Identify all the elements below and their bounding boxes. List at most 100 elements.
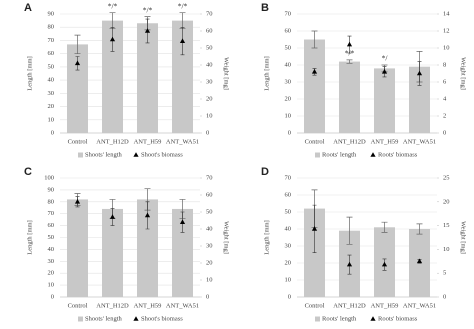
x-tick-label: ANT_WA51 <box>403 138 436 145</box>
y-axis-label: Length [mm] <box>263 220 270 254</box>
x-tick-label: ANT_H59 <box>134 138 162 145</box>
bar <box>172 208 193 297</box>
x-tick-label: Control <box>305 138 325 145</box>
y-tick-label: 50 <box>48 234 55 241</box>
y2-tick-label: 5 <box>443 270 446 277</box>
x-tick-label: ANT_H59 <box>134 302 162 309</box>
y-tick-label: 60 <box>48 50 55 57</box>
y-tick-label: 80 <box>48 24 55 31</box>
y2-tick-label: 50 <box>206 208 213 215</box>
bar <box>374 68 395 133</box>
y-tick-label: 40 <box>48 77 55 84</box>
annotation: */* <box>345 49 355 58</box>
y-tick-label: 30 <box>285 78 292 85</box>
x-tick-label: ANT_H59 <box>371 138 399 145</box>
error-bar <box>381 221 388 233</box>
y-tick-label: 60 <box>285 27 292 34</box>
marker <box>179 38 186 43</box>
legend-swatch <box>315 316 320 322</box>
y2-tick-label: 30 <box>206 78 213 85</box>
y-tick-label: 0 <box>288 129 291 136</box>
marker <box>311 226 318 231</box>
error-bar <box>311 30 318 49</box>
legend-label: Shoot's biomass <box>141 315 183 322</box>
y-tick-label: 10 <box>48 282 55 289</box>
y-tick-label: 30 <box>285 242 292 249</box>
bar <box>339 61 360 133</box>
marker <box>74 60 81 66</box>
y-tick-label: 40 <box>48 246 55 253</box>
panel: B 0 10 20 30 40 50 60 70 0 2 4 6 8 10 12 14 Length [mm] We… <box>261 2 467 159</box>
x-tick-label: Control <box>68 138 88 145</box>
marker <box>346 261 353 267</box>
legend-swatch <box>370 152 376 157</box>
bar <box>102 20 123 133</box>
error-bar <box>416 223 423 235</box>
y2-tick-label: 12 <box>443 27 450 34</box>
panel: A 0 10 20 30 40 50 60 70 80 90 0 10 20 30 40 50 60 70 Lengt… <box>24 1 230 158</box>
y-tick-label: 10 <box>285 276 292 283</box>
y-axis-label: Length [mm] <box>26 220 33 254</box>
y-tick-label: 40 <box>285 61 292 68</box>
y-tick-label: 70 <box>48 210 55 217</box>
y-tick-label: 50 <box>285 44 292 51</box>
marker <box>381 261 388 267</box>
y2-axis-label: Weight [mg] <box>223 57 230 90</box>
y2-tick-label: 14 <box>443 10 450 17</box>
bar <box>137 199 158 297</box>
y-tick-label: 90 <box>48 10 55 17</box>
y2-tick-label: 15 <box>443 222 450 229</box>
y2-tick-label: 0 <box>206 293 209 300</box>
marker <box>346 41 353 47</box>
marker <box>179 219 186 224</box>
error-bar <box>74 34 81 55</box>
y2-tick-label: 30 <box>206 242 213 249</box>
y-tick-label: 0 <box>288 293 291 300</box>
bar <box>304 39 325 133</box>
y2-tick-label: 60 <box>206 27 213 34</box>
y-tick-label: 20 <box>48 270 55 277</box>
panel-label: C <box>24 166 32 178</box>
marker <box>311 69 318 74</box>
annotation: */ <box>382 54 389 63</box>
y2-tick-label: 25 <box>443 174 450 181</box>
y2-tick-label: 20 <box>206 259 213 266</box>
y2-axis-label: Weight [mg] <box>460 221 467 254</box>
legend-swatch <box>133 152 139 157</box>
y2-tick-label: 10 <box>443 246 450 253</box>
error-bar <box>346 216 353 245</box>
y-axis-label: Length [mm] <box>263 56 270 90</box>
legend-swatch <box>315 152 320 158</box>
y-tick-label: 70 <box>285 174 292 181</box>
legend-swatch <box>370 316 376 321</box>
y-tick-label: 50 <box>48 63 55 70</box>
y-tick-label: 90 <box>48 186 55 193</box>
y-tick-label: 40 <box>285 225 292 232</box>
y-tick-label: 70 <box>285 10 292 17</box>
y2-tick-label: 8 <box>443 61 446 68</box>
legend-swatch <box>78 152 83 158</box>
x-tick-label: Control <box>305 302 325 309</box>
bar <box>67 44 88 133</box>
annotation: */* <box>108 1 118 10</box>
legend-label: Shoots' length <box>85 315 122 322</box>
y-tick-label: 20 <box>48 103 55 110</box>
legend-label: Roots' biomass <box>378 151 418 158</box>
y2-tick-label: 0 <box>443 129 446 136</box>
y-axis-label: Length [mm] <box>26 56 33 90</box>
panel-label: D <box>261 166 269 178</box>
panel-label: A <box>24 2 32 14</box>
y-tick-label: 10 <box>48 116 55 123</box>
y-tick-label: 50 <box>285 208 292 215</box>
x-tick-label: ANT_WA51 <box>403 302 436 309</box>
legend-swatch <box>78 316 83 322</box>
legend-label: Shoots' length <box>85 151 122 158</box>
x-tick-label: ANT_H12D <box>96 302 129 309</box>
x-tick-label: ANT_WA51 <box>166 302 199 309</box>
x-tick-label: ANT_H12D <box>333 138 366 145</box>
y2-tick-label: 6 <box>443 78 447 85</box>
y-tick-label: 70 <box>48 37 55 44</box>
y2-tick-label: 0 <box>206 129 209 136</box>
y2-axis-label: Weight [mg] <box>223 221 230 254</box>
